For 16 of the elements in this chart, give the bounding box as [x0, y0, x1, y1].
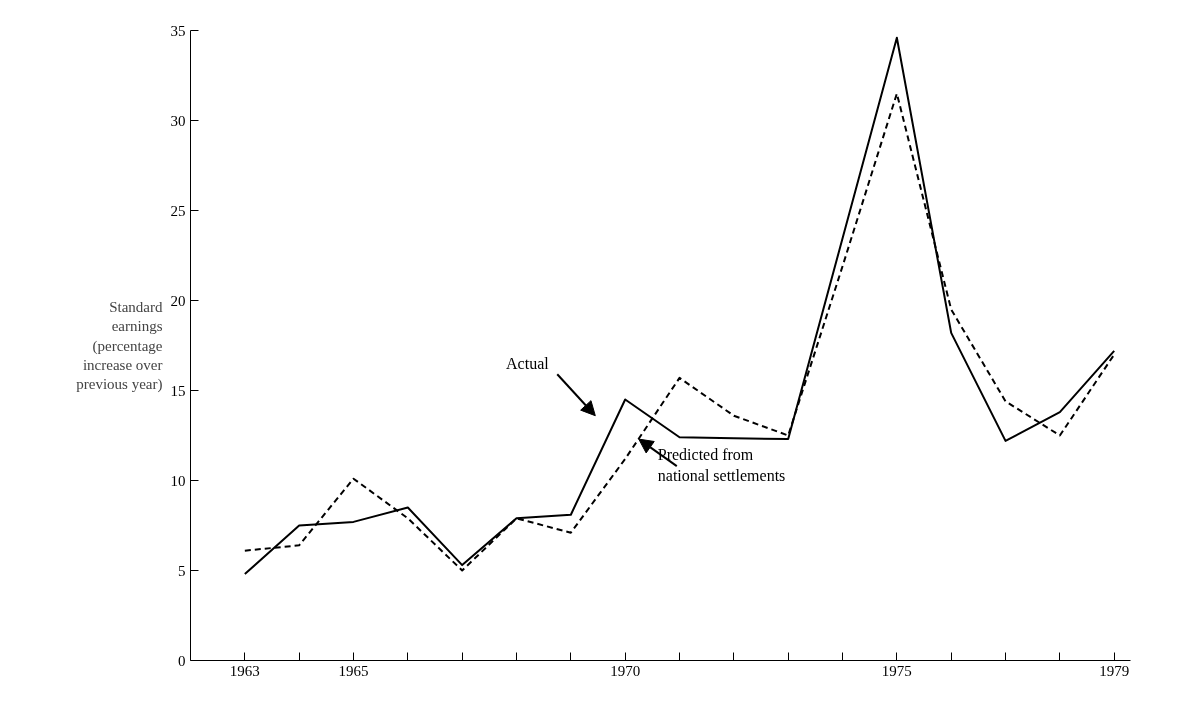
x-tick-label: 1970 [610, 662, 641, 679]
annotation: Actual [506, 355, 550, 372]
y-tick-label: 15 [170, 382, 186, 399]
y-tick-label: 20 [170, 292, 186, 309]
y-tick-label: 35 [170, 22, 186, 39]
x-tick-label: 1975 [881, 662, 912, 679]
x-tick-label: 1979 [1099, 662, 1130, 679]
y-tick-label: 25 [170, 202, 186, 219]
annotation: Predicted from national settlements [657, 446, 786, 484]
y-tick-label: 5 [178, 562, 186, 579]
x-tick-label: 1965 [338, 662, 369, 679]
y-tick-label: 10 [170, 472, 186, 489]
x-tick-label: 1963 [229, 662, 260, 679]
y-tick-label: 30 [170, 112, 186, 129]
y-tick-label: 0 [178, 652, 186, 669]
y-axis-title: Standard earnings (percentage increase over previous year) [76, 299, 163, 393]
